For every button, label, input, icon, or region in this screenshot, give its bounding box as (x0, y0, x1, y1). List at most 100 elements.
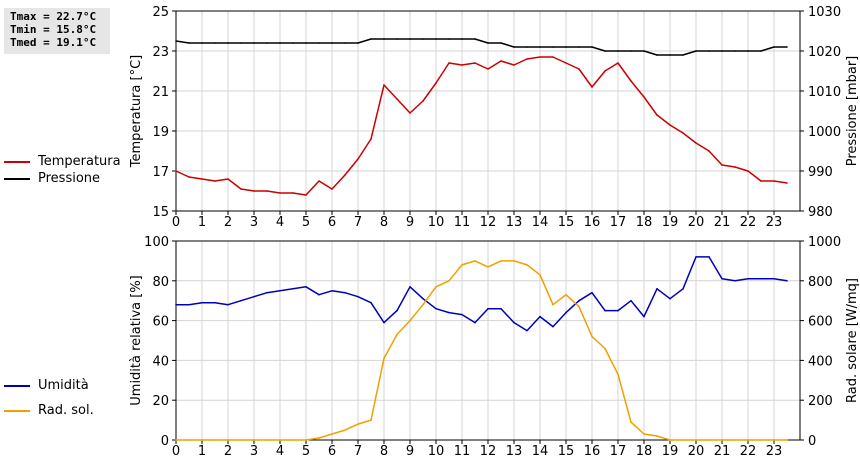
data-point (331, 188, 333, 190)
y2-tick-label: 600 (808, 315, 833, 330)
data-point (409, 112, 411, 114)
data-point (630, 299, 632, 302)
x-tick-label: 23 (766, 215, 783, 230)
data-point (214, 42, 216, 44)
data-point (591, 86, 593, 88)
data-point (214, 301, 216, 304)
plot-frame (175, 240, 801, 441)
data-point (526, 58, 528, 60)
data-point (214, 180, 216, 182)
y-tick-label: 25 (152, 5, 169, 20)
data-point (422, 38, 424, 40)
data-point (370, 301, 372, 304)
data-point (773, 46, 775, 48)
data-point (266, 42, 268, 44)
data-point (760, 50, 762, 52)
data-point (526, 329, 528, 332)
data-point (279, 42, 281, 44)
data-point (630, 421, 632, 423)
data-point (201, 301, 203, 304)
data-point (396, 309, 398, 312)
data-point (734, 166, 736, 168)
data-point (630, 50, 632, 52)
data-point (760, 278, 762, 280)
legend-label: Temperatura (38, 154, 121, 169)
data-point (539, 56, 541, 58)
data-point (292, 42, 294, 44)
x-tick-label: 3 (250, 215, 258, 230)
x-tick-label: 7 (354, 215, 362, 230)
data-point (227, 439, 229, 441)
data-point (435, 307, 437, 310)
data-point (578, 68, 580, 70)
data-point (682, 54, 684, 56)
data-point (175, 40, 177, 42)
data-point (357, 158, 359, 160)
data-point (435, 286, 437, 288)
y-tick-label: 21 (152, 85, 169, 100)
data-point (370, 38, 372, 40)
data-point (695, 50, 697, 52)
data-point (539, 274, 541, 276)
data-point (279, 192, 281, 194)
data-point (656, 435, 658, 437)
x-tick-label: 8 (380, 215, 388, 230)
data-point (474, 321, 476, 324)
x-tick-label: 22 (740, 215, 757, 230)
data-point (292, 439, 294, 441)
data-point (578, 305, 580, 308)
data-point (721, 439, 723, 441)
data-point (331, 42, 333, 44)
data-point (786, 280, 788, 282)
series-line-temperatura (175, 56, 788, 196)
y-axis-label: Temperatura [°C] (129, 55, 144, 168)
data-point (617, 62, 619, 64)
data-point (786, 182, 788, 184)
x-tick-label: 2 (224, 444, 232, 459)
data-point (201, 178, 203, 180)
data-point (331, 290, 333, 292)
x-tick-label: 15 (558, 215, 575, 230)
x-tick-label: 4 (276, 444, 284, 459)
data-point (227, 303, 229, 306)
data-point (526, 264, 528, 266)
data-point (669, 124, 671, 126)
data-point (409, 286, 411, 288)
legend-label: Umidità (38, 378, 89, 393)
data-point (253, 295, 255, 298)
data-point (175, 439, 177, 441)
data-point (266, 439, 268, 441)
data-point (214, 439, 216, 441)
x-tick-label: 22 (740, 444, 757, 459)
data-point (552, 325, 554, 328)
data-point (708, 439, 710, 441)
y2-tick-label: 1010 (808, 85, 841, 100)
data-point (435, 82, 437, 84)
data-point (396, 38, 398, 40)
x-tick-label: 9 (406, 215, 414, 230)
legend-swatch-radsol (4, 410, 30, 412)
x-tick-label: 8 (380, 444, 388, 459)
data-point (487, 266, 489, 268)
y-axis-label: Umidità relativa [%] (129, 275, 144, 405)
data-point (240, 439, 242, 441)
x-tick-label: 1 (198, 215, 206, 230)
data-point (318, 180, 320, 182)
x-tick-label: 6 (328, 444, 336, 459)
x-tick-label: 14 (532, 215, 549, 230)
data-point (240, 299, 242, 302)
data-point (721, 50, 723, 52)
data-point (448, 280, 450, 282)
x-tick-label: 11 (454, 215, 471, 230)
data-point (318, 42, 320, 44)
y2-tick-label: 400 (808, 354, 833, 369)
series-line-umidit- (176, 256, 788, 332)
data-point (227, 178, 229, 180)
data-point (253, 42, 255, 44)
data-point (422, 297, 424, 300)
x-tick-label: 10 (428, 444, 445, 459)
data-point (344, 291, 346, 294)
x-tick-label: 19 (662, 215, 679, 230)
x-tick-label: 6 (328, 215, 336, 230)
data-point (448, 311, 450, 314)
